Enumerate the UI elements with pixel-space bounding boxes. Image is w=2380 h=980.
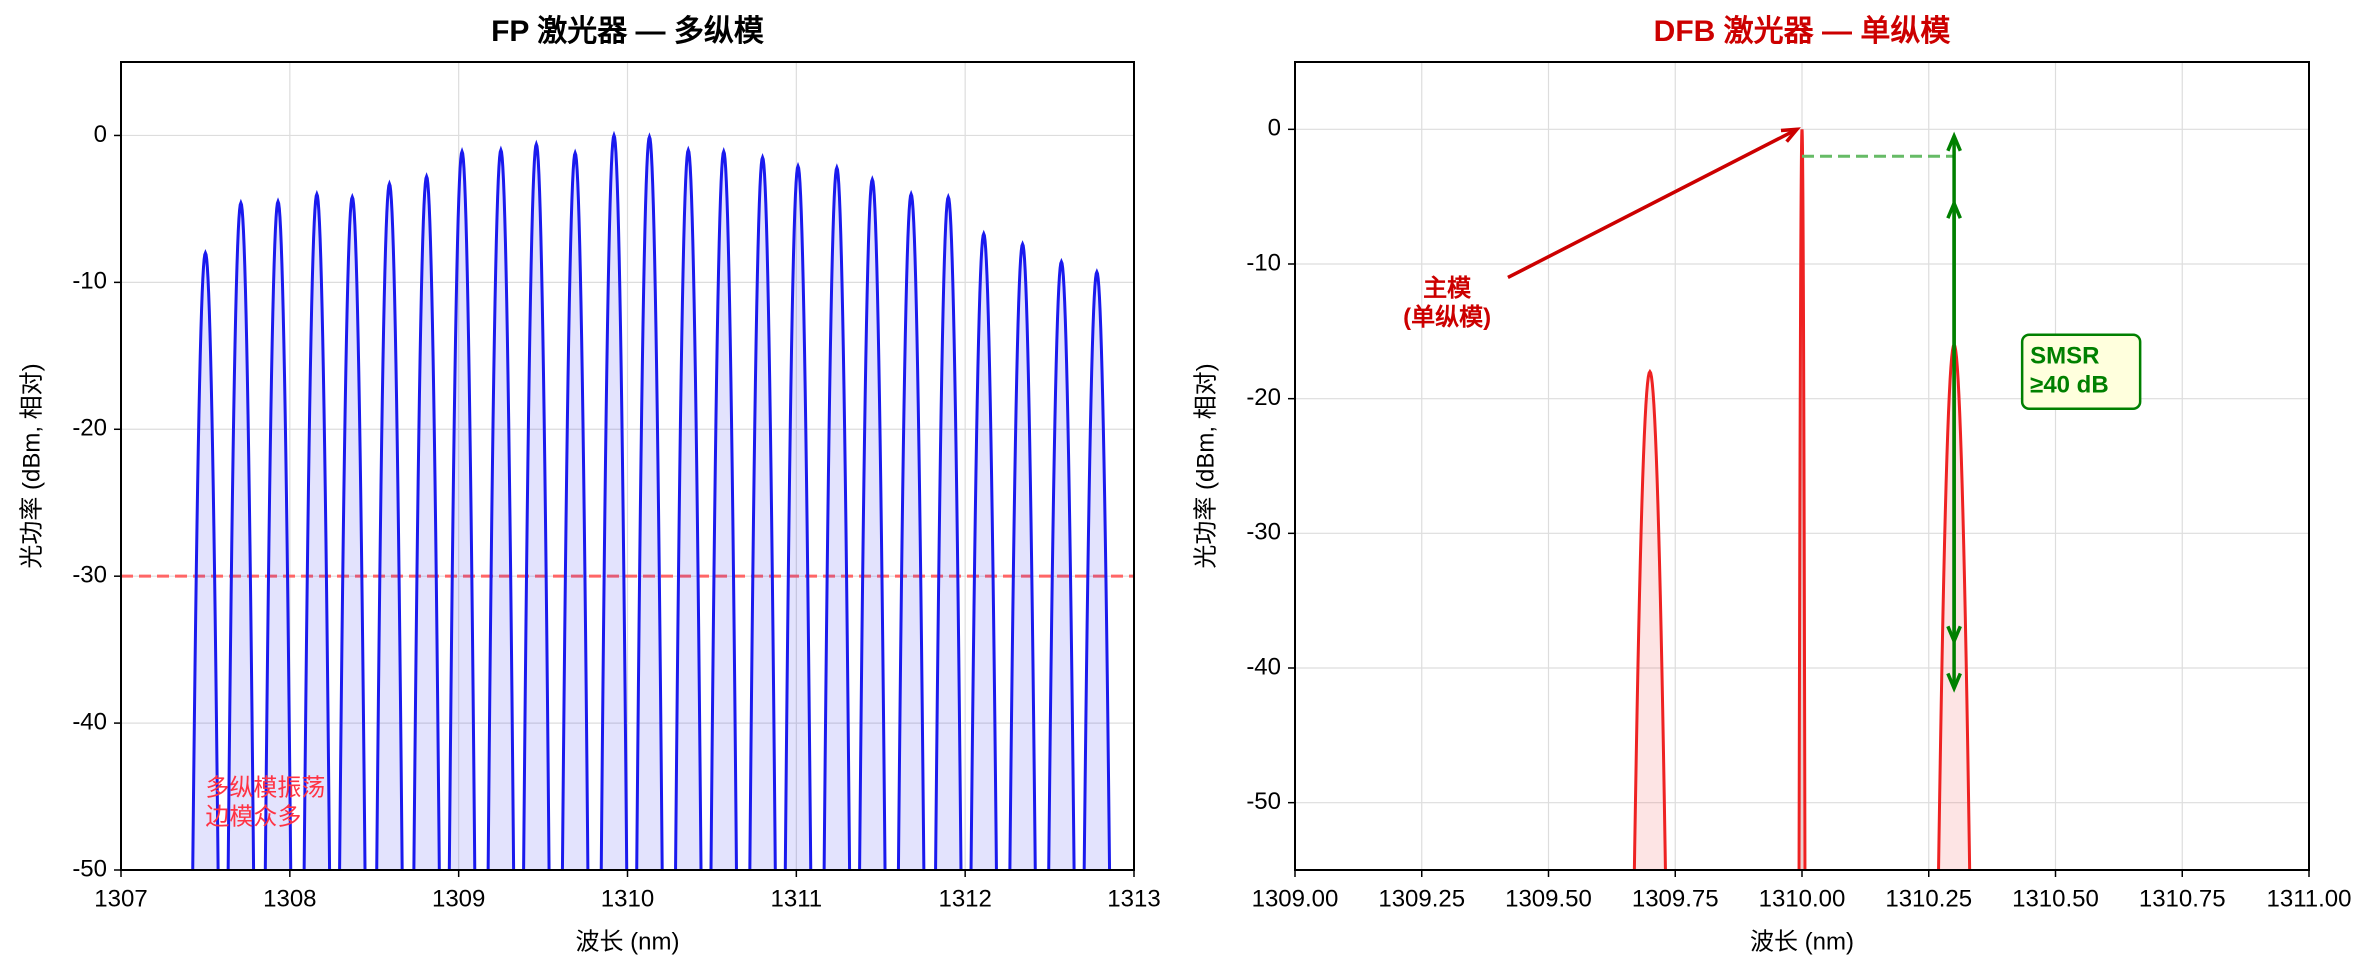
x-axis-label: 波长 (nm) [1750, 928, 1854, 955]
mode-peak [412, 172, 441, 870]
x-tick-label: 1309.50 [1505, 885, 1592, 912]
x-tick-label: 1309 [432, 885, 485, 912]
arrow-head [1946, 131, 1962, 152]
mode-peak [1082, 268, 1112, 870]
x-tick-label: 1311 [771, 885, 823, 912]
y-axis-label: 光功率 (dBm, 相对) [18, 363, 45, 568]
annotation-box [2020, 333, 2142, 410]
annotation-arrow [1507, 127, 1798, 280]
annotation: 主模 [1423, 275, 1472, 302]
x-tick-label: 1309.25 [1378, 885, 1465, 912]
y-tick-label: -50 [1246, 788, 1281, 815]
subplot: 1307 1308 1309 1310 1311 1312 1313 0 -10 -20 -30 -4… [18, 15, 1160, 955]
plot-area [1632, 129, 1972, 870]
mode-peak [302, 189, 332, 870]
mode-peak [822, 163, 852, 870]
x-tick-label: 1309.00 [1252, 885, 1339, 912]
mode-peak [338, 192, 367, 870]
mode-peak [1632, 368, 1667, 870]
arrow-head [1780, 127, 1801, 143]
mode-peak [226, 198, 256, 870]
arrow-head [1946, 672, 1962, 693]
y-axis-label: 光功率 (dBm, 相对) [1192, 363, 1219, 568]
annotation: SMSR [2030, 343, 2099, 370]
y-tick-label: -20 [72, 415, 107, 442]
mode-peak [896, 189, 926, 870]
y-tick-label: -40 [72, 708, 107, 735]
x-tick-label: 1311.00 [2267, 885, 2352, 912]
y-tick-label: -40 [1246, 653, 1281, 680]
mode-peak [783, 161, 813, 870]
y-tick-label: -50 [72, 855, 107, 882]
mode-peak [1797, 129, 1807, 870]
subplot: 1309.00 1309.25 1309.50 1309.75 1310.00 1310.… [1192, 15, 2351, 955]
chart-title: FP 激光器 — 多纵模 [491, 15, 764, 48]
mode-peak [674, 145, 703, 870]
mode-peak [191, 248, 220, 870]
arrow-head [1946, 625, 1962, 646]
x-tick-label: 1312 [938, 885, 991, 912]
x-tick-label: 1309.75 [1632, 885, 1719, 912]
y-tick-label: 0 [1268, 115, 1281, 142]
arrow-head [1946, 198, 1962, 219]
x-tick-label: 1310.25 [1885, 885, 1972, 912]
y-tick-label: -30 [72, 562, 107, 589]
y-tick-label: -10 [1246, 249, 1281, 276]
mode-peak [522, 139, 551, 870]
mode-peak [375, 179, 404, 870]
plot-frame [1294, 61, 2310, 871]
x-tick-label: 1310.50 [2012, 885, 2099, 912]
chart-title: DFB 激光器 — 单纵模 [1654, 15, 1951, 48]
x-tick-label: 1313 [1107, 885, 1160, 912]
annotation: (单纵模) [1403, 304, 1491, 331]
mode-peak [1008, 240, 1037, 870]
annotation: 多纵模振荡 [205, 775, 325, 802]
x-tick-label: 1307 [94, 885, 147, 912]
x-tick-label: 1308 [263, 885, 316, 912]
mode-peak [1047, 257, 1076, 870]
x-tick-label: 1310.75 [2139, 885, 2226, 912]
mode-peak [858, 175, 887, 870]
y-tick-label: 0 [94, 121, 107, 148]
mode-peak [560, 148, 590, 870]
mode-peak [709, 147, 738, 870]
mode-peak [599, 130, 629, 870]
mode-peak [447, 147, 477, 870]
x-axis-label: 波长 (nm) [576, 928, 680, 955]
annotation: ≥40 dB [2030, 372, 2109, 399]
mode-peak [969, 229, 998, 870]
y-tick-label: -20 [1246, 384, 1281, 411]
y-tick-label: -10 [72, 268, 107, 295]
annotation: 边模众多 [205, 804, 301, 831]
plot-area [121, 130, 1134, 870]
y-tick-label: -30 [1246, 519, 1281, 546]
plot-frame [120, 61, 1135, 871]
mode-peak [934, 192, 963, 870]
x-tick-label: 1310.00 [1759, 885, 1846, 912]
mode-peak [635, 132, 664, 870]
mode-peak [748, 152, 777, 870]
x-tick-label: 1310 [601, 885, 654, 912]
mode-peak [486, 145, 516, 870]
mode-peak [263, 197, 293, 870]
